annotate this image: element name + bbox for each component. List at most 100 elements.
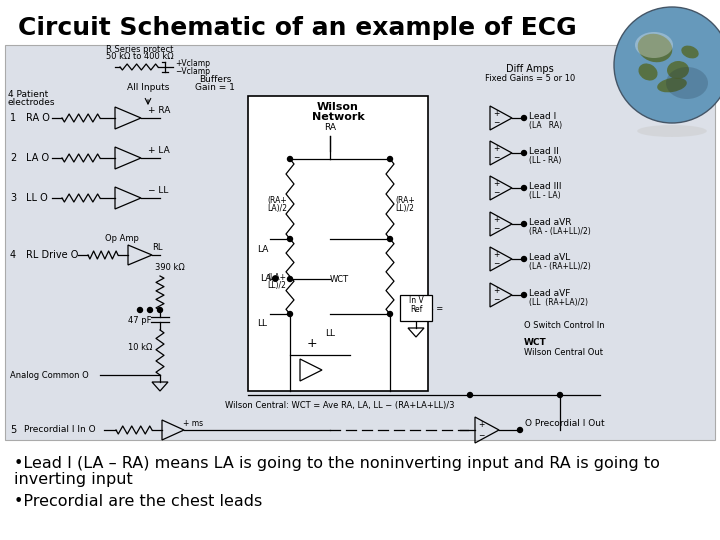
Ellipse shape bbox=[681, 45, 698, 58]
Text: electrodes: electrodes bbox=[8, 98, 55, 107]
Text: WCT: WCT bbox=[330, 274, 349, 284]
Text: LA O: LA O bbox=[26, 153, 49, 163]
Text: Lead aVF: Lead aVF bbox=[529, 289, 570, 298]
Circle shape bbox=[138, 307, 143, 313]
Text: (LL - RA): (LL - RA) bbox=[529, 156, 562, 165]
Text: Precordial I In O: Precordial I In O bbox=[24, 426, 96, 435]
Text: −: − bbox=[493, 188, 500, 197]
Text: Network: Network bbox=[312, 112, 364, 122]
Text: LA●: LA● bbox=[260, 274, 279, 284]
Text: 390 kΩ: 390 kΩ bbox=[155, 263, 185, 272]
Text: 10 kΩ: 10 kΩ bbox=[128, 343, 153, 352]
Ellipse shape bbox=[639, 64, 657, 80]
Circle shape bbox=[387, 157, 392, 161]
Text: LL)/2: LL)/2 bbox=[395, 204, 414, 213]
Circle shape bbox=[614, 7, 720, 123]
Text: +: + bbox=[493, 249, 500, 259]
Text: −: − bbox=[493, 295, 500, 305]
Text: + RA: + RA bbox=[148, 106, 171, 115]
Text: +: + bbox=[493, 179, 500, 188]
Ellipse shape bbox=[657, 78, 687, 92]
Text: RA O: RA O bbox=[26, 113, 50, 123]
Circle shape bbox=[521, 116, 526, 120]
Text: (RA+: (RA+ bbox=[267, 196, 287, 205]
Text: (LA - (RA+LL)/2): (LA - (RA+LL)/2) bbox=[529, 262, 590, 271]
Text: (LA   RA): (LA RA) bbox=[529, 121, 562, 130]
Bar bbox=[400, 295, 432, 321]
Text: 10 kΩ: 10 kΩ bbox=[408, 313, 433, 322]
Text: Ref: Ref bbox=[410, 305, 422, 314]
Text: •Precordial are the chest leads: •Precordial are the chest leads bbox=[14, 494, 262, 509]
Ellipse shape bbox=[666, 67, 708, 99]
Text: Wilson: Wilson bbox=[317, 102, 359, 112]
Text: (LL  (RA+LA)/2): (LL (RA+LA)/2) bbox=[529, 298, 588, 307]
Circle shape bbox=[387, 237, 392, 241]
Text: + LA: + LA bbox=[148, 146, 170, 155]
Circle shape bbox=[521, 256, 526, 261]
Text: LA: LA bbox=[257, 245, 269, 253]
Text: −: − bbox=[493, 224, 500, 233]
Text: +: + bbox=[307, 337, 318, 350]
Text: All R's =: All R's = bbox=[408, 304, 444, 313]
Circle shape bbox=[467, 393, 472, 397]
Text: Lead III: Lead III bbox=[529, 182, 562, 191]
Text: LL)/2: LL)/2 bbox=[267, 281, 286, 290]
Circle shape bbox=[158, 307, 163, 313]
Text: •Lead I (LA – RA) means LA is going to the noninverting input and RA is going to: •Lead I (LA – RA) means LA is going to t… bbox=[14, 456, 660, 471]
Text: O Switch Control In: O Switch Control In bbox=[524, 321, 605, 330]
Text: 47 pF: 47 pF bbox=[128, 316, 151, 325]
Circle shape bbox=[518, 428, 523, 433]
Text: Lead aVL: Lead aVL bbox=[529, 253, 570, 262]
Text: +: + bbox=[478, 420, 485, 429]
Circle shape bbox=[557, 393, 562, 397]
Circle shape bbox=[287, 276, 292, 281]
Text: (RA+: (RA+ bbox=[395, 196, 415, 205]
Text: +: + bbox=[493, 109, 500, 118]
Text: (RA - (LA+LL)/2): (RA - (LA+LL)/2) bbox=[529, 227, 590, 236]
Text: RL Drive O: RL Drive O bbox=[26, 250, 78, 260]
Text: All Inputs: All Inputs bbox=[127, 83, 169, 92]
Ellipse shape bbox=[637, 125, 707, 137]
Text: +: + bbox=[493, 144, 500, 153]
Text: In V: In V bbox=[409, 296, 423, 305]
Text: 4: 4 bbox=[10, 250, 16, 260]
Text: Wilson Central Out: Wilson Central Out bbox=[524, 348, 603, 357]
Text: + ms: + ms bbox=[183, 419, 203, 428]
Circle shape bbox=[521, 293, 526, 298]
Text: +: + bbox=[493, 215, 500, 224]
Text: Lead I: Lead I bbox=[529, 112, 557, 121]
Text: (LL - LA): (LL - LA) bbox=[529, 191, 561, 200]
Circle shape bbox=[287, 157, 292, 161]
Text: (LA+: (LA+ bbox=[267, 273, 286, 282]
Text: RL: RL bbox=[152, 243, 163, 252]
Text: Circuit Schematic of an example of ECG: Circuit Schematic of an example of ECG bbox=[18, 16, 577, 40]
Text: Analog Common O: Analog Common O bbox=[10, 370, 89, 380]
Circle shape bbox=[387, 312, 392, 316]
Text: Lead II: Lead II bbox=[529, 147, 559, 156]
Text: 1: 1 bbox=[10, 113, 16, 123]
Text: inverting input: inverting input bbox=[14, 472, 132, 487]
Text: +: + bbox=[493, 286, 500, 295]
Text: Lead aVR: Lead aVR bbox=[529, 218, 572, 227]
Circle shape bbox=[148, 307, 153, 313]
Text: LA)/2: LA)/2 bbox=[267, 204, 287, 213]
Text: −: − bbox=[493, 153, 500, 163]
Circle shape bbox=[287, 312, 292, 316]
Circle shape bbox=[521, 221, 526, 226]
Text: RA: RA bbox=[324, 123, 336, 132]
Text: WCT: WCT bbox=[524, 338, 546, 347]
Bar bbox=[248, 96, 428, 391]
Text: LL O: LL O bbox=[26, 193, 48, 203]
Text: 4 Patient: 4 Patient bbox=[8, 90, 48, 99]
Text: Diff Amps: Diff Amps bbox=[506, 64, 554, 74]
Ellipse shape bbox=[667, 61, 689, 79]
Ellipse shape bbox=[638, 33, 672, 62]
Text: Wilson Central: WCT = Ave RA, LA, LL − (RA+LA+LL)/3: Wilson Central: WCT = Ave RA, LA, LL − (… bbox=[225, 401, 455, 410]
Text: −Vclamp: −Vclamp bbox=[175, 66, 210, 76]
Text: Gain = 1: Gain = 1 bbox=[195, 83, 235, 92]
Text: +Vclamp: +Vclamp bbox=[175, 58, 210, 68]
Text: 5: 5 bbox=[10, 425, 17, 435]
Circle shape bbox=[287, 237, 292, 241]
Text: 50 kΩ to 400 kΩ: 50 kΩ to 400 kΩ bbox=[106, 52, 174, 61]
Text: Fixed Gains = 5 or 10: Fixed Gains = 5 or 10 bbox=[485, 74, 575, 83]
